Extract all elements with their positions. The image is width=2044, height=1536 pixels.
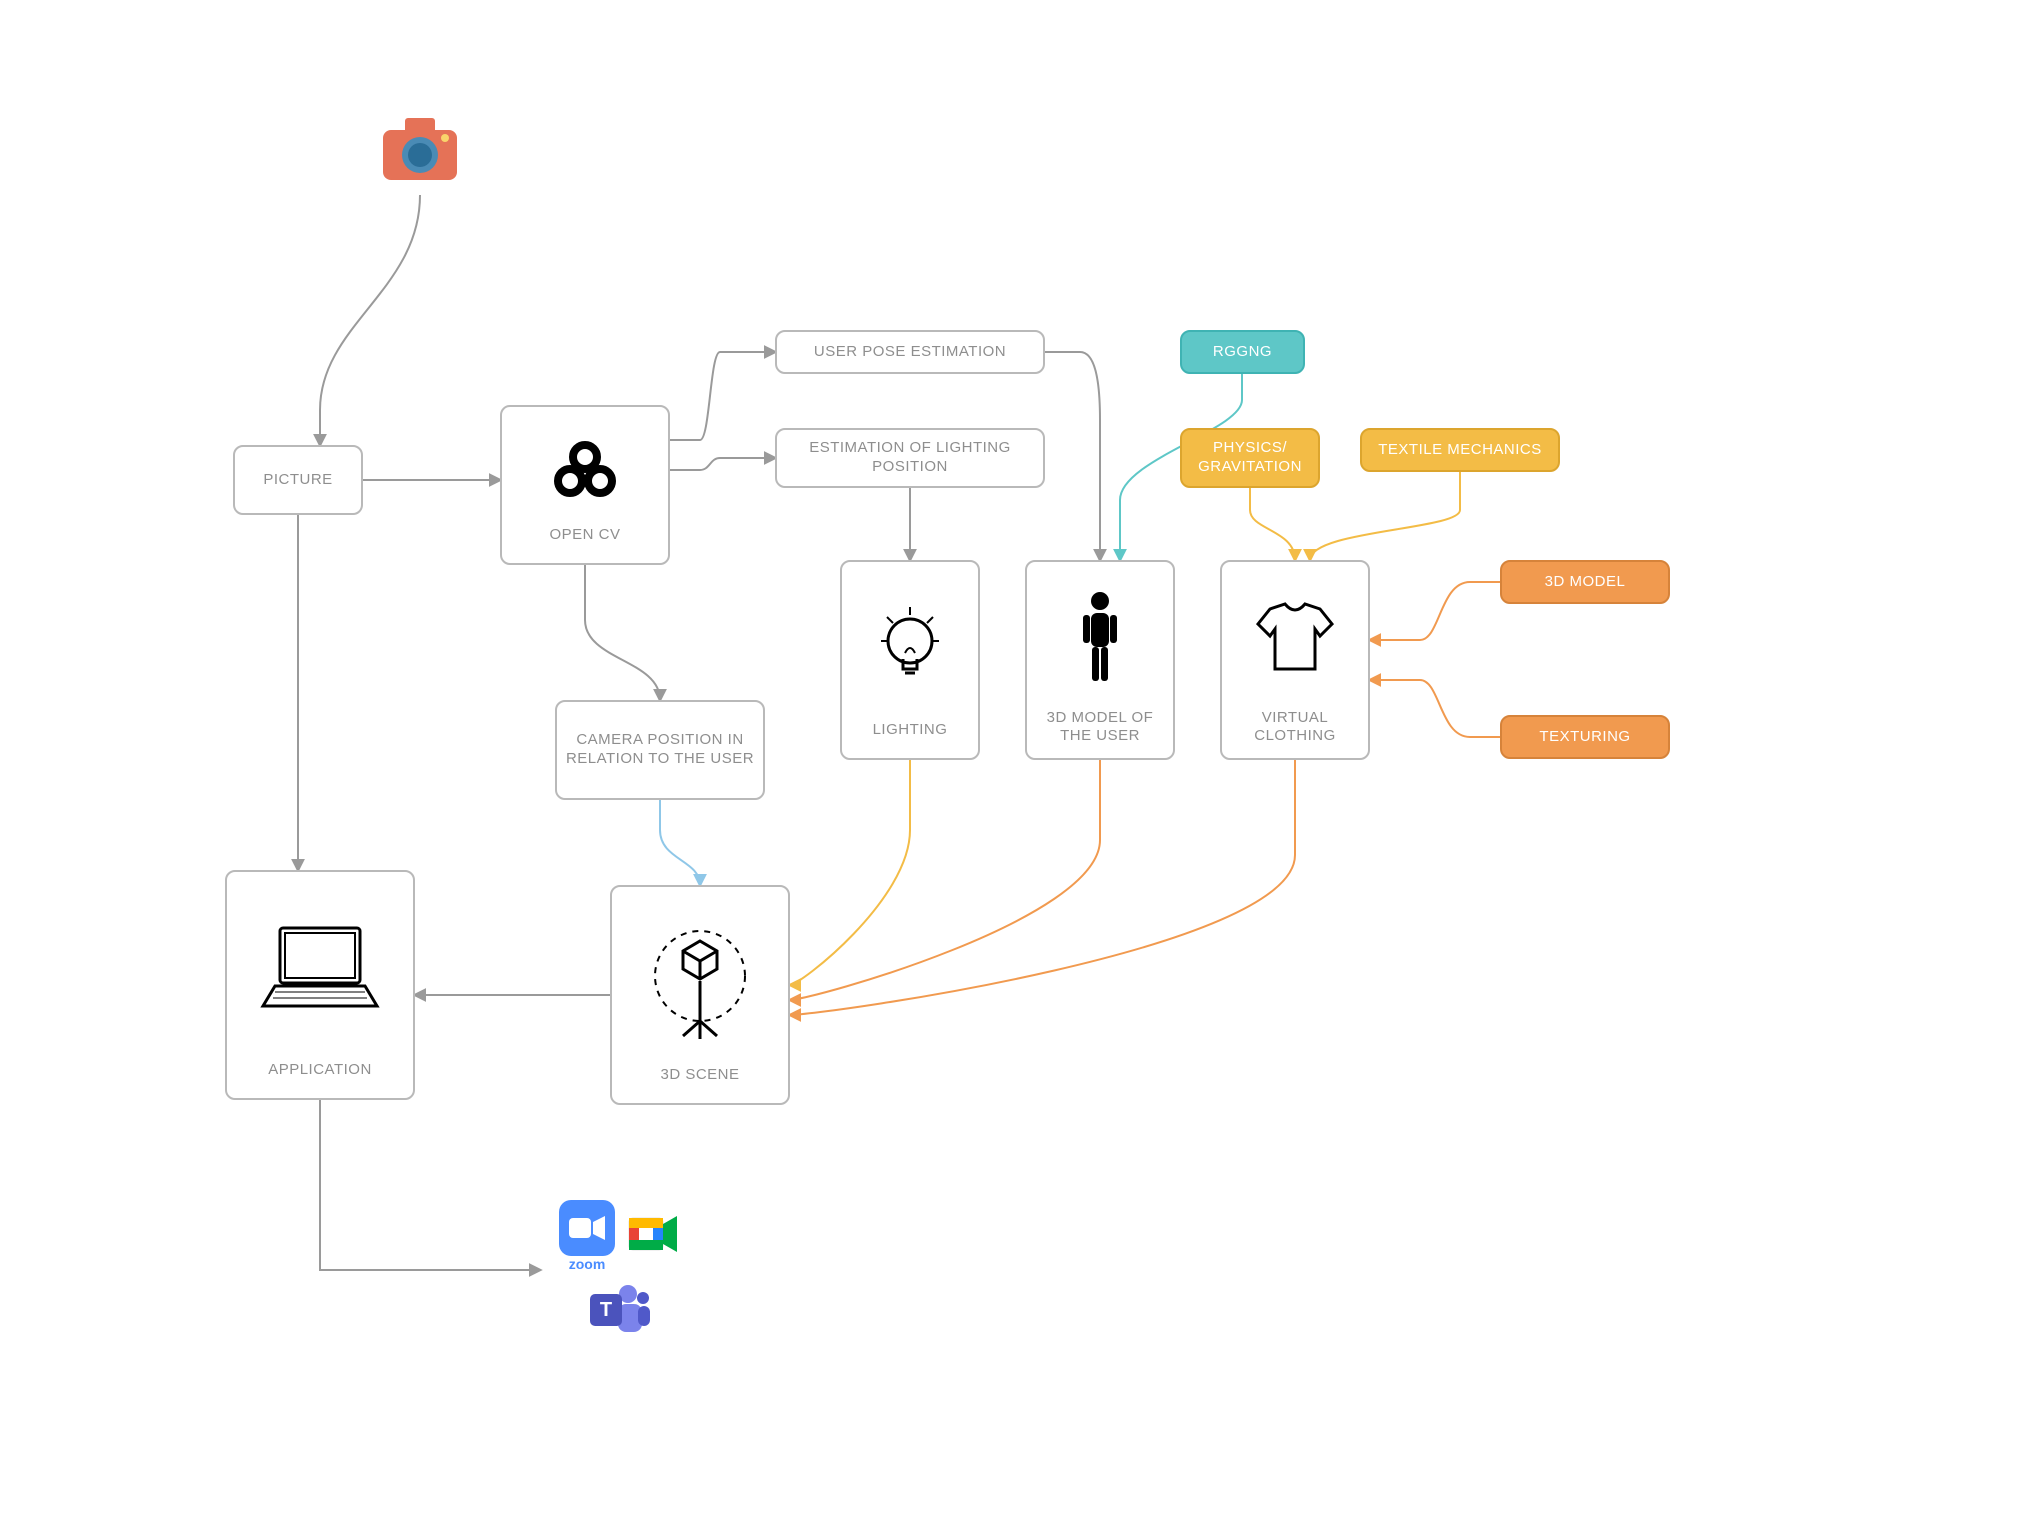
node-camera — [370, 105, 470, 195]
edge — [1250, 488, 1295, 560]
node-3d-scene-label: 3D SCENE — [660, 1066, 739, 1085]
laptop-icon — [255, 880, 385, 1061]
edge — [1310, 472, 1460, 560]
zoom-icon: zoom — [559, 1200, 615, 1272]
scene3d-icon — [645, 895, 755, 1066]
node-lighting: LIGHTING — [840, 560, 980, 760]
bulb-icon — [875, 570, 945, 721]
camera-icon — [375, 110, 465, 190]
node-3d-user-label: 3D MODEL OF THE USER — [1035, 709, 1165, 747]
opencv-icon — [550, 415, 620, 526]
edge — [660, 800, 700, 885]
teams-icon: T — [588, 1282, 652, 1345]
node-application: APPLICATION — [225, 870, 415, 1100]
node-application-label: APPLICATION — [268, 1061, 372, 1080]
edge — [790, 760, 1100, 1000]
edge — [670, 458, 775, 470]
node-rggng: RGGNG — [1180, 330, 1305, 374]
edge — [1370, 680, 1500, 737]
node-virtual-clothing: VIRTUAL CLOTHING — [1220, 560, 1370, 760]
node-3dmodel-pill-label: 3D MODEL — [1545, 573, 1626, 592]
node-textile-label: TEXTILE MECHANICS — [1378, 441, 1542, 460]
node-physics-label: PHYSICS/ GRAVITATION — [1198, 439, 1302, 477]
node-3dmodel-pill: 3D MODEL — [1500, 560, 1670, 604]
flowchart-canvas: PICTURE OPEN CV USER POSE ESTIMATION EST… — [0, 0, 2044, 1536]
edge — [320, 1100, 540, 1270]
node-texturing-label: TEXTURING — [1539, 728, 1630, 747]
edges-layer — [0, 0, 2044, 1536]
edge — [1370, 582, 1500, 640]
node-camera-pos: CAMERA POSITION IN RELATION TO THE USER — [555, 700, 765, 800]
edge — [320, 195, 420, 445]
node-physics: PHYSICS/ GRAVITATION — [1180, 428, 1320, 488]
node-opencv: OPEN CV — [500, 405, 670, 565]
node-3d-user: 3D MODEL OF THE USER — [1025, 560, 1175, 760]
app-icons-cluster: zoom T — [540, 1200, 700, 1345]
tshirt-icon — [1250, 570, 1340, 709]
node-virtual-clothing-label: VIRTUAL CLOTHING — [1230, 709, 1360, 747]
node-user-pose-label: USER POSE ESTIMATION — [814, 343, 1006, 362]
node-lighting-est-label: ESTIMATION OF LIGHTING POSITION — [785, 439, 1035, 477]
node-rggng-label: RGGNG — [1213, 343, 1272, 362]
node-lighting-label: LIGHTING — [873, 721, 948, 740]
node-user-pose: USER POSE ESTIMATION — [775, 330, 1045, 374]
edge — [790, 760, 910, 985]
node-picture: PICTURE — [233, 445, 363, 515]
person-icon — [1075, 570, 1125, 709]
node-picture-label: PICTURE — [263, 471, 332, 490]
edge — [790, 760, 1295, 1015]
node-opencv-label: OPEN CV — [549, 526, 620, 545]
edge — [585, 565, 660, 700]
node-3d-scene: 3D SCENE — [610, 885, 790, 1105]
node-camera-pos-label: CAMERA POSITION IN RELATION TO THE USER — [565, 731, 755, 769]
node-lighting-est: ESTIMATION OF LIGHTING POSITION — [775, 428, 1045, 488]
meet-icon — [625, 1210, 681, 1263]
edge — [670, 352, 775, 440]
edge — [1045, 352, 1100, 560]
svg-text:T: T — [600, 1299, 612, 1321]
node-textile: TEXTILE MECHANICS — [1360, 428, 1560, 472]
node-texturing: TEXTURING — [1500, 715, 1670, 759]
